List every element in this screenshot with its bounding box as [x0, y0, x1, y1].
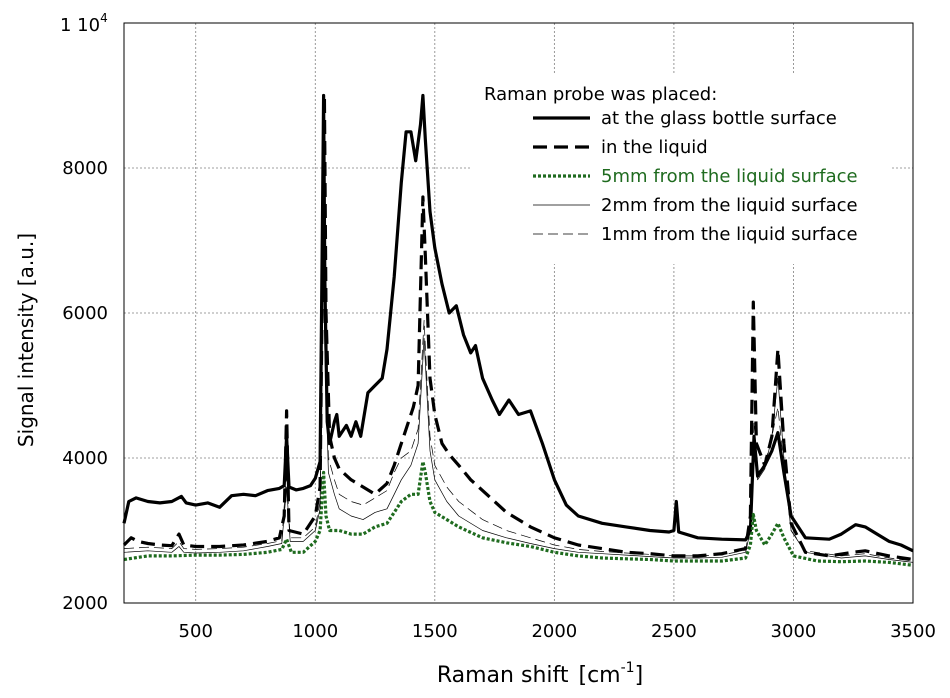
series-lines: [122, 93, 914, 567]
series-line-4: [123, 254, 914, 563]
y-tick-label: 2000: [62, 593, 108, 614]
y-tick-label: 4000: [62, 448, 108, 469]
y-tick-label: 8000: [62, 158, 108, 179]
legend-item-label-3: 5mm from the liquid surface: [601, 166, 858, 187]
x-tick-label: 1000: [292, 621, 338, 642]
x-tick-label: 1500: [412, 621, 458, 642]
x-tick-label: 2000: [531, 621, 577, 642]
series-line-3: [123, 460, 914, 567]
y-tick-label: 6000: [62, 303, 108, 324]
tick-labels: 500 1000 1500 2000 2500 3000 3500 2000 4000 6000 8…: [62, 158, 936, 642]
x-tick-label: 3000: [771, 621, 817, 642]
x-tick-label: 3500: [890, 621, 936, 642]
legend-item-label-2: in the liquid: [601, 137, 708, 158]
x-axis-label: Raman shift [cm-1]: [437, 660, 643, 688]
plot-frame: [123, 22, 914, 604]
legend-title: Raman probe was placed:: [484, 84, 717, 105]
legend-item-label-1: at the glass bottle surface: [601, 108, 837, 129]
y-axis-label: Signal intensity [a.u.]: [14, 233, 38, 447]
legend-item-label-4: 2mm from the liquid surface: [601, 195, 858, 216]
y-top-label: 1 104: [60, 11, 108, 36]
legend: Raman probe was placed: at the glass bot…: [470, 74, 890, 264]
legend-background: [470, 74, 890, 264]
legend-item-label-5: 1mm from the liquid surface: [601, 224, 858, 245]
x-tick-label: 500: [179, 621, 213, 642]
series-line-5: [123, 240, 914, 562]
x-tick-label: 2500: [651, 621, 697, 642]
